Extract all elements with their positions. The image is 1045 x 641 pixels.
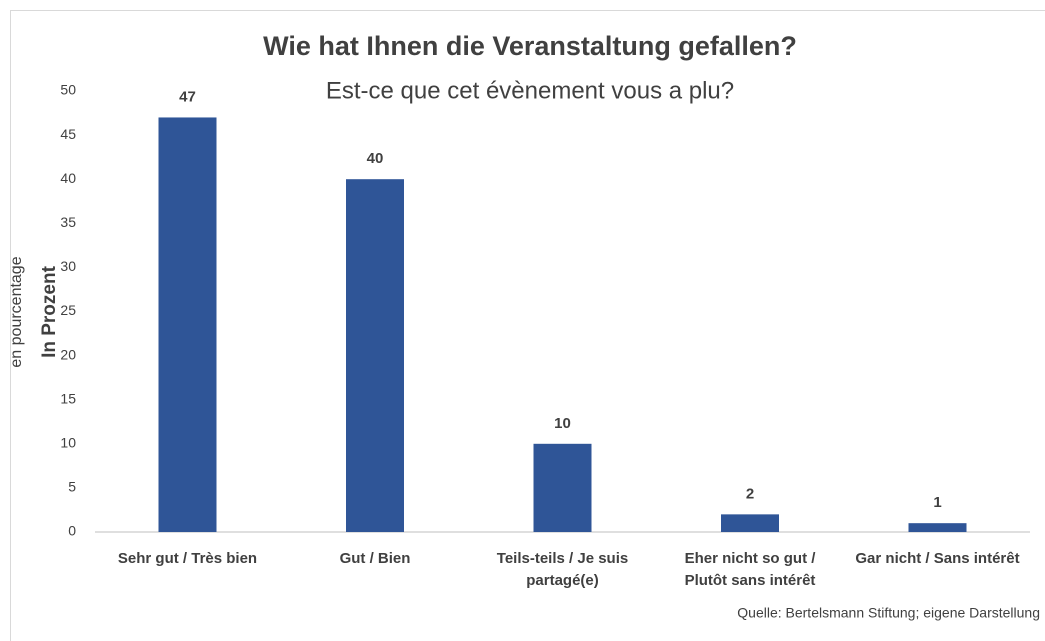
y-tick-label: 20 <box>60 346 76 362</box>
x-tick-label: Teils-teils / Je suis partagé(e) <box>496 550 629 589</box>
bar <box>533 443 592 532</box>
chart-subtitle: Est-ce que cet évènement vous a plu? <box>326 77 734 104</box>
x-tick-label: Gar nicht / Sans intérêt <box>855 550 1020 567</box>
y-axis-label: In Prozent <box>39 265 60 358</box>
chart-title: Wie hat Ihnen die Veranstaltung gefallen… <box>263 31 797 61</box>
y-tick-label: 10 <box>60 435 76 451</box>
y-tick-label: 5 <box>68 479 76 495</box>
y-tick-label: 35 <box>60 214 76 230</box>
bar <box>346 179 404 532</box>
y-tick-label: 30 <box>60 258 76 274</box>
bar <box>721 514 779 532</box>
y-axis-label-secondary: en pourcentage <box>8 256 25 367</box>
value-label: 40 <box>367 150 384 167</box>
value-label: 47 <box>179 88 196 105</box>
x-tick-label: Gut / Bien <box>339 550 411 567</box>
value-label: 1 <box>933 494 941 511</box>
y-tick-label: 45 <box>60 126 76 142</box>
y-tick-label: 0 <box>68 523 76 539</box>
source-note: Quelle: Bertelsmann Stiftung; eigene Dar… <box>737 605 1040 621</box>
bar <box>158 117 217 533</box>
x-tick-label: Eher nicht so gut / Plutôt sans intérêt <box>684 550 816 589</box>
value-label: 10 <box>554 415 571 432</box>
y-tick-label: 40 <box>60 170 76 186</box>
y-tick-label: 25 <box>60 302 76 318</box>
y-tick-label: 15 <box>60 390 76 406</box>
x-tick-label: Sehr gut / Très bien <box>117 550 258 567</box>
bar <box>908 523 967 532</box>
y-tick-label: 50 <box>60 82 76 98</box>
chart-frame <box>10 10 1045 641</box>
value-label: 2 <box>746 485 754 502</box>
